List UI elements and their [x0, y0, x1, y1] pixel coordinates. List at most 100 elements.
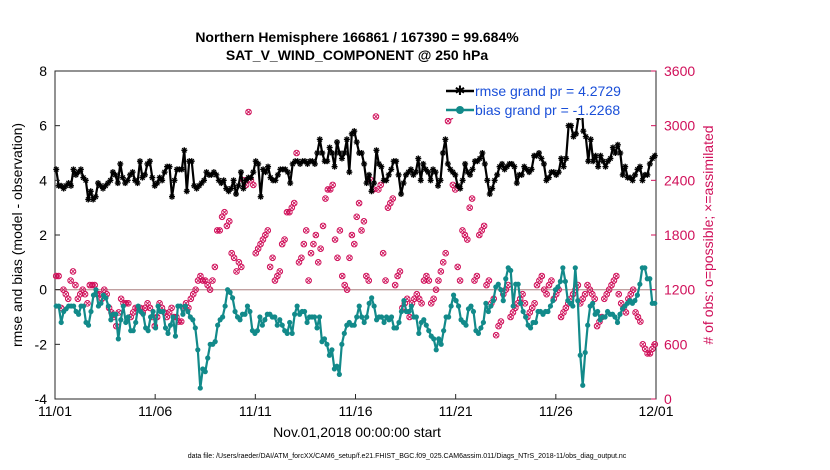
obs-marker — [290, 199, 298, 207]
rmse-point — [395, 171, 402, 178]
chart-subtitle: SAT_V_WIND_COMPONENT @ 250 hPa — [226, 47, 489, 63]
bias-point — [433, 347, 439, 353]
rmse-point — [68, 182, 75, 189]
rmse-point — [220, 177, 227, 184]
rmse-point — [240, 185, 247, 192]
rmse-point — [595, 163, 602, 170]
obs-marker — [483, 281, 490, 289]
bias-point — [170, 314, 176, 320]
rmse-point — [457, 185, 464, 192]
bias-point — [160, 308, 166, 315]
rmse-point — [528, 166, 535, 173]
rmse-point — [324, 158, 331, 165]
bias-point — [316, 314, 323, 320]
obs-marker — [377, 181, 385, 189]
rmse-point — [636, 163, 643, 170]
bias-point — [71, 303, 77, 309]
bias-point — [547, 303, 554, 309]
rmse-point — [368, 188, 375, 195]
x-tick-label: 11/06 — [138, 403, 172, 419]
rmse-point — [168, 193, 175, 200]
y-tick-label: -2 — [35, 336, 48, 352]
obs-marker — [591, 295, 598, 303]
rmse-point — [92, 193, 99, 200]
rmse-point — [646, 160, 653, 167]
bias-point — [431, 336, 437, 342]
obs-marker — [209, 277, 216, 284]
rmse-point — [420, 160, 427, 167]
obs-marker — [396, 268, 404, 275]
rmse-point — [538, 155, 545, 162]
bias-point — [450, 292, 457, 298]
rmse-point — [479, 150, 486, 156]
bias-point — [590, 300, 596, 306]
bias-point — [118, 317, 124, 323]
series-group — [53, 89, 658, 391]
bias-point — [354, 314, 360, 320]
obs-marker — [466, 204, 473, 211]
rmse-point — [134, 180, 141, 187]
bias-point — [284, 330, 290, 336]
bias-point — [413, 314, 419, 320]
obs-marker — [233, 268, 240, 275]
bias-point — [145, 328, 151, 334]
bias-point — [490, 298, 496, 304]
rmse-point — [107, 177, 114, 184]
bias-point — [448, 303, 454, 309]
bias-point — [634, 292, 640, 298]
x-tick-label: 11/26 — [539, 403, 573, 419]
rmse-point — [481, 160, 488, 167]
bias-point — [378, 314, 385, 320]
bias-point — [647, 276, 653, 282]
rmse-point — [228, 185, 235, 192]
rmse-point — [338, 155, 345, 162]
rmse-point — [442, 136, 449, 143]
bias-point — [105, 303, 111, 309]
bias-point — [495, 281, 501, 287]
bias-point — [393, 325, 400, 331]
bias-point — [205, 355, 211, 361]
bias-point — [441, 328, 447, 334]
bias-point — [324, 341, 330, 347]
rmse-point — [555, 169, 562, 176]
bias-point — [292, 311, 298, 317]
rmse-point — [619, 171, 626, 178]
obs-marker — [463, 236, 471, 243]
bias-point — [602, 314, 608, 320]
y-tick-label: 8 — [39, 63, 47, 79]
obs-marker — [531, 300, 538, 307]
rmse-point — [257, 193, 264, 200]
y-axis-label: rmse and bias (model - observation) — [9, 123, 25, 347]
bias-point — [244, 303, 251, 309]
obs-marker — [353, 213, 361, 221]
obs-marker — [358, 227, 365, 234]
rmse-point — [114, 180, 121, 187]
bias-point — [197, 385, 203, 391]
obs-marker — [307, 249, 315, 257]
rmse-point — [385, 171, 392, 178]
rmse-point — [378, 163, 385, 170]
bias-point — [152, 325, 159, 331]
bias-point — [215, 322, 221, 328]
y2-tick-label: 3000 — [664, 118, 695, 134]
obs-marker — [55, 272, 62, 280]
rmse-point — [439, 150, 446, 156]
bias-point — [108, 317, 114, 323]
rmse-point — [183, 188, 190, 195]
bias-point — [617, 311, 623, 317]
bias-point — [369, 295, 375, 301]
rmse-point — [146, 158, 153, 165]
y-tick-label: 2 — [39, 227, 47, 243]
obs-marker — [331, 236, 339, 243]
obs-marker — [245, 108, 252, 116]
rmse-point — [484, 177, 491, 184]
rmse-point — [70, 166, 77, 173]
bias-point — [463, 322, 469, 328]
bias-point — [314, 325, 320, 331]
rmse-point — [171, 177, 178, 184]
rmse-point — [425, 169, 432, 176]
bias-point — [637, 281, 643, 287]
rmse-point — [617, 150, 624, 156]
bias-point — [289, 330, 295, 336]
rmse-point — [432, 169, 439, 176]
